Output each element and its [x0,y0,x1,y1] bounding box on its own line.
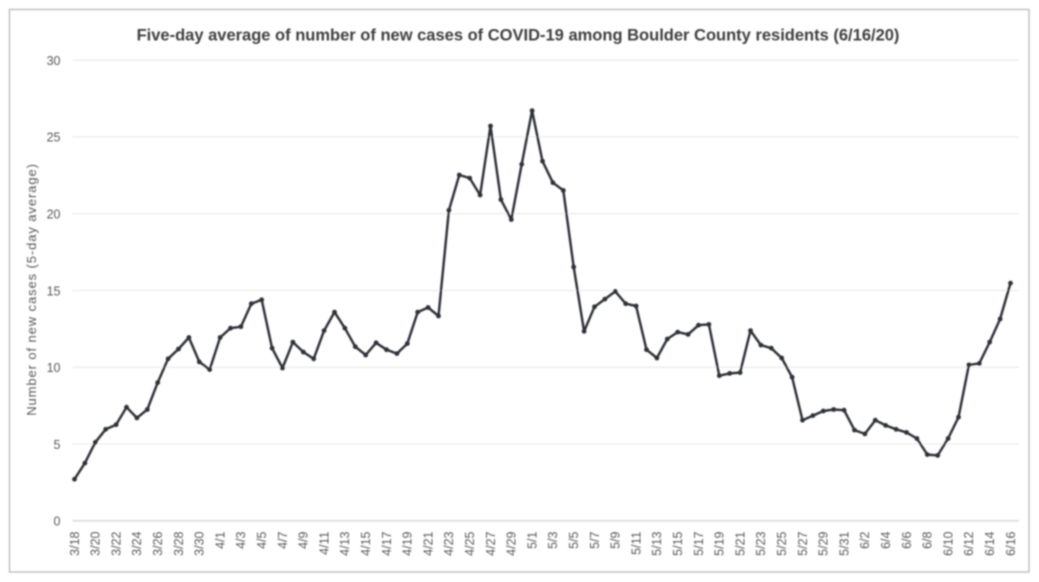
svg-text:5/7: 5/7 [588,531,602,548]
svg-text:5/21: 5/21 [733,531,747,555]
svg-text:6/14: 6/14 [983,531,997,555]
svg-text:5/5: 5/5 [567,531,581,548]
svg-text:6/4: 6/4 [879,531,893,548]
svg-text:3/20: 3/20 [89,531,103,555]
svg-text:5/1: 5/1 [525,531,539,548]
svg-text:4/9: 4/9 [297,531,311,548]
svg-text:5/9: 5/9 [609,531,623,548]
svg-text:6/10: 6/10 [941,531,955,555]
svg-text:Five-day average of number of: Five-day average of number of new cases … [137,27,900,45]
svg-text:4/19: 4/19 [401,531,415,555]
svg-text:5/3: 5/3 [546,531,560,548]
svg-text:3/28: 3/28 [172,531,186,555]
svg-text:4/13: 4/13 [338,531,352,555]
svg-text:5/27: 5/27 [796,531,810,555]
svg-text:3/24: 3/24 [130,531,144,555]
svg-text:5/15: 5/15 [671,531,685,555]
svg-text:6/8: 6/8 [921,531,935,548]
svg-text:4/3: 4/3 [234,531,248,548]
svg-text:3/18: 3/18 [68,531,82,555]
svg-text:5/25: 5/25 [775,531,789,555]
svg-text:5: 5 [54,438,61,452]
svg-text:10: 10 [47,361,61,375]
svg-text:5/13: 5/13 [650,531,664,555]
svg-text:4/1: 4/1 [213,531,227,548]
svg-text:5/19: 5/19 [713,531,727,555]
svg-text:5/11: 5/11 [629,531,643,554]
svg-text:5/23: 5/23 [754,531,768,555]
svg-text:0: 0 [54,515,61,529]
svg-text:4/5: 4/5 [255,531,269,548]
svg-text:15: 15 [47,284,61,298]
svg-text:4/17: 4/17 [380,531,394,555]
svg-text:4/15: 4/15 [359,531,373,555]
svg-text:6/2: 6/2 [858,531,872,548]
svg-text:6/6: 6/6 [900,531,914,548]
svg-text:5/17: 5/17 [692,531,706,555]
svg-text:4/29: 4/29 [505,531,519,555]
svg-text:4/25: 4/25 [463,531,477,555]
svg-text:20: 20 [47,208,61,222]
svg-text:25: 25 [47,131,61,145]
svg-text:30: 30 [47,54,61,68]
svg-text:4/27: 4/27 [484,531,498,555]
svg-text:4/11: 4/11 [317,531,331,554]
svg-text:6/12: 6/12 [962,531,976,555]
svg-text:3/26: 3/26 [151,531,165,555]
svg-text:4/7: 4/7 [276,531,290,548]
svg-text:5/31: 5/31 [837,531,851,555]
svg-text:Number of new cases (5-day ave: Number of new cases (5-day average) [24,163,39,416]
svg-text:4/21: 4/21 [421,531,435,555]
svg-text:3/22: 3/22 [109,531,123,555]
svg-text:3/30: 3/30 [193,531,207,555]
svg-text:6/16: 6/16 [1004,531,1018,555]
svg-text:4/23: 4/23 [442,531,456,555]
svg-text:5/29: 5/29 [817,531,831,555]
